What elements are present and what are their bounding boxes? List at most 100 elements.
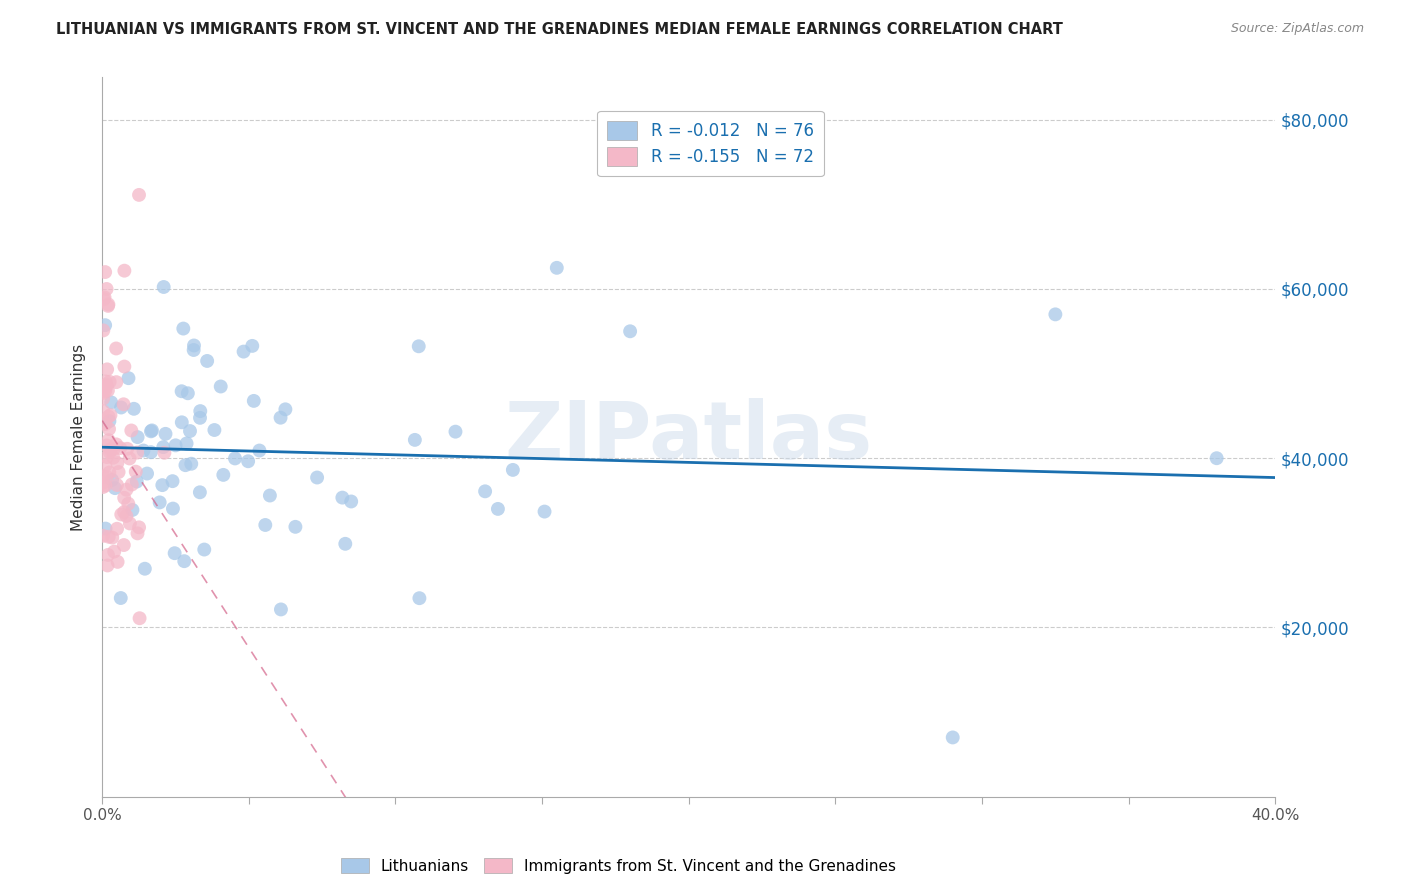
Point: [96, 379, 118, 393]
Point: [91, 480, 114, 494]
Point: [202, 423, 225, 437]
Point: [93, 290, 115, 304]
Point: [155, 426, 177, 441]
Point: [212, 467, 235, 482]
Point: [96, 377, 118, 392]
Point: [188, 404, 211, 418]
Point: [96, 282, 118, 296]
Point: [91, 385, 114, 400]
Point: [107, 555, 129, 569]
Point: [152, 280, 174, 294]
Point: [149, 495, 172, 509]
Point: [254, 518, 277, 533]
Point: [96, 438, 118, 452]
Point: [112, 397, 135, 411]
Point: [546, 260, 568, 275]
Point: [132, 443, 155, 458]
Point: [94, 478, 117, 492]
Point: [139, 445, 162, 459]
Point: [243, 393, 266, 408]
Point: [128, 611, 150, 625]
Point: [193, 542, 215, 557]
Point: [139, 425, 162, 439]
Point: [177, 386, 200, 401]
Point: [97, 299, 120, 313]
Point: [240, 339, 263, 353]
Point: [134, 562, 156, 576]
Point: [105, 375, 128, 389]
Point: [224, 451, 246, 466]
Point: [120, 424, 142, 438]
Point: [307, 470, 329, 484]
Point: [172, 321, 194, 335]
Point: [232, 344, 254, 359]
Point: [110, 508, 132, 522]
Point: [1045, 307, 1067, 321]
Point: [249, 443, 271, 458]
Point: [163, 546, 186, 560]
Point: [136, 467, 159, 481]
Point: [110, 401, 132, 415]
Point: [125, 475, 148, 489]
Point: [284, 520, 307, 534]
Point: [107, 465, 129, 479]
Point: [97, 297, 120, 311]
Point: [94, 458, 117, 473]
Point: [91, 404, 114, 418]
Point: [105, 522, 128, 536]
Legend: R = -0.012   N = 76, R = -0.155   N = 72: R = -0.012 N = 76, R = -0.155 N = 72: [598, 111, 824, 176]
Point: [105, 342, 128, 356]
Point: [128, 520, 150, 534]
Point: [100, 442, 122, 457]
Point: [98, 375, 121, 389]
Point: [105, 437, 128, 451]
Point: [94, 384, 117, 398]
Point: [103, 450, 125, 465]
Point: [94, 375, 117, 389]
Point: [104, 481, 127, 495]
Text: LITHUANIAN VS IMMIGRANTS FROM ST. VINCENT AND THE GRENADINES MEDIAN FEMALE EARNI: LITHUANIAN VS IMMIGRANTS FROM ST. VINCEN…: [56, 22, 1063, 37]
Point: [91, 475, 114, 490]
Point: [127, 430, 149, 444]
Point: [127, 445, 149, 459]
Point: [404, 433, 426, 447]
Point: [110, 441, 132, 455]
Point: [173, 554, 195, 568]
Point: [121, 503, 143, 517]
Point: [340, 494, 363, 508]
Point: [98, 445, 121, 459]
Point: [94, 318, 117, 333]
Point: [105, 456, 128, 470]
Point: [150, 478, 173, 492]
Point: [91, 392, 114, 406]
Point: [942, 731, 965, 745]
Point: [165, 438, 187, 452]
Point: [117, 497, 139, 511]
Point: [236, 454, 259, 468]
Point: [91, 529, 114, 543]
Point: [502, 463, 524, 477]
Point: [115, 483, 138, 497]
Point: [270, 410, 292, 425]
Point: [91, 323, 114, 337]
Point: [141, 424, 163, 438]
Legend: Lithuanians, Immigrants from St. Vincent and the Grenadines: Lithuanians, Immigrants from St. Vincent…: [335, 852, 903, 880]
Point: [122, 401, 145, 416]
Point: [1205, 451, 1227, 466]
Point: [115, 508, 138, 523]
Point: [98, 414, 121, 428]
Point: [117, 442, 139, 456]
Point: [444, 425, 467, 439]
Point: [174, 458, 197, 472]
Point: [170, 415, 193, 429]
Point: [94, 417, 117, 431]
Point: [332, 491, 354, 505]
Point: [112, 505, 135, 519]
Point: [619, 324, 641, 338]
Point: [183, 343, 205, 357]
Point: [270, 602, 292, 616]
Point: [97, 433, 120, 447]
Point: [105, 478, 128, 492]
Point: [179, 424, 201, 438]
Point: [125, 465, 148, 479]
